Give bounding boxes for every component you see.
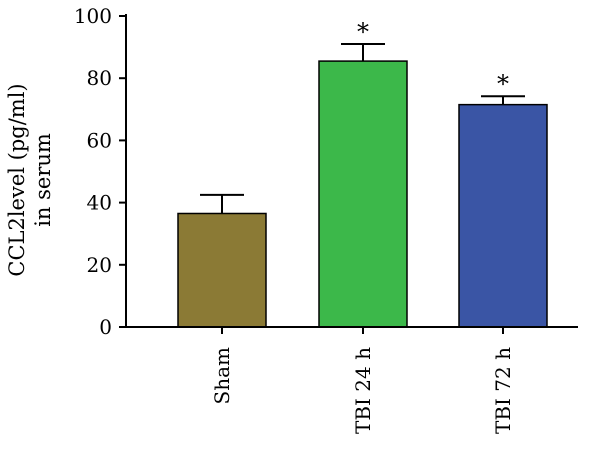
bars — [177, 60, 548, 328]
y-tick-label: 80 — [87, 66, 112, 90]
error-bar — [341, 42, 385, 62]
bar — [177, 212, 267, 328]
error-bars — [200, 42, 525, 214]
error-bar — [481, 95, 525, 105]
significance-annotations: ** — [357, 18, 509, 98]
bar — [458, 103, 548, 328]
y-tick-label: 20 — [87, 253, 112, 277]
y-tick-label: 60 — [87, 128, 112, 152]
significance-mark: * — [357, 18, 369, 46]
y-axis-ticks: 0 20 40 60 80 100 — [74, 4, 126, 339]
y-tick-label: 100 — [74, 4, 112, 28]
y-axis-title: CCL2level (pg/ml) in serum — [5, 83, 55, 276]
x-category-label: TBI 72 h — [491, 347, 515, 434]
y-axis-title-line-2: in serum — [31, 133, 55, 227]
significance-mark: * — [497, 70, 509, 98]
bar — [318, 60, 408, 328]
x-category-label: TBI 24 h — [351, 347, 375, 434]
error-bar — [200, 193, 244, 214]
x-axis-categories: Sham TBI 24 h TBI 72 h — [210, 327, 515, 434]
x-category-label: Sham — [210, 347, 234, 405]
y-tick-label: 0 — [99, 315, 112, 339]
y-tick-label: 40 — [87, 191, 112, 215]
y-axis-title-line-1: CCL2level (pg/ml) — [5, 83, 29, 276]
